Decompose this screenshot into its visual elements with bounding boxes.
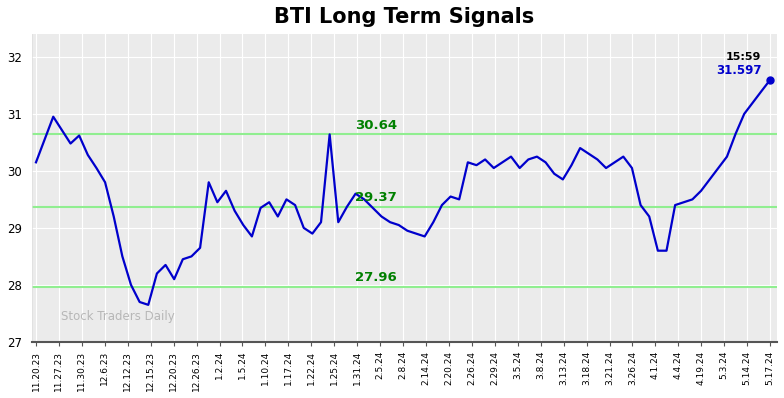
Text: 29.37: 29.37: [355, 191, 397, 204]
Text: 31.597: 31.597: [716, 64, 761, 77]
Text: 15:59: 15:59: [726, 52, 761, 62]
Text: Stock Traders Daily: Stock Traders Daily: [61, 310, 176, 324]
Text: 27.96: 27.96: [355, 271, 397, 284]
Title: BTI Long Term Signals: BTI Long Term Signals: [274, 7, 535, 27]
Text: 30.64: 30.64: [355, 119, 397, 132]
